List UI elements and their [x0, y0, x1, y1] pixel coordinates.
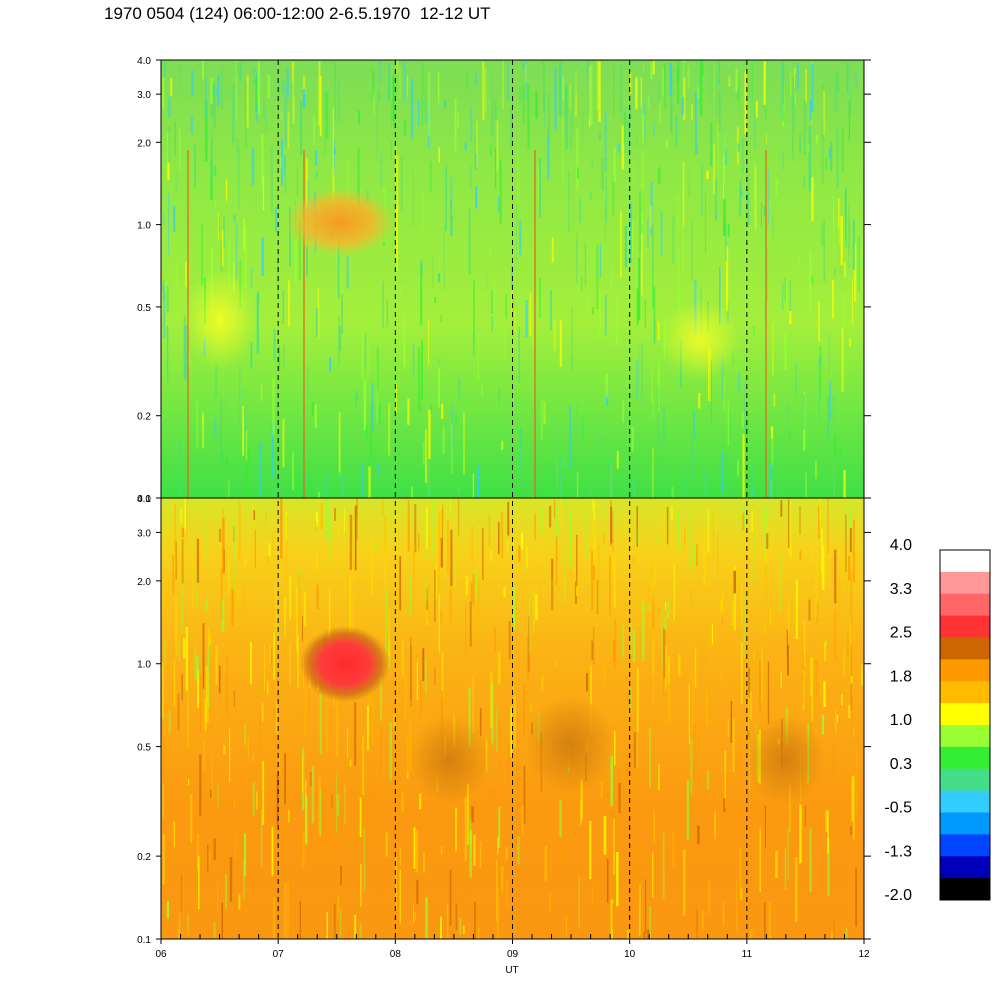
- lower-brown-patch: [745, 715, 825, 805]
- x-tick-label: 08: [390, 949, 402, 960]
- colorbar-label: 3.3: [890, 581, 912, 598]
- colorbar-segment: [940, 768, 990, 792]
- x-tick-label: 09: [507, 949, 519, 960]
- colorbar-label: 4.0: [890, 537, 912, 554]
- colorbar-segment: [940, 637, 990, 660]
- y-tick-label: 2.0: [137, 577, 151, 588]
- lower-panel: [161, 498, 864, 939]
- y-tick-label: 3.0: [137, 90, 151, 101]
- lower-feature-blob: [300, 626, 390, 702]
- colorbar-segment: [940, 746, 990, 770]
- colorbar-segment: [940, 878, 990, 901]
- x-tick-label: 06: [155, 949, 167, 960]
- y-tick-label: 2.0: [137, 138, 151, 149]
- x-tick-label: 12: [858, 949, 870, 960]
- y-tick-label: 3.0: [137, 528, 151, 539]
- colorbar-label: 2.5: [890, 625, 912, 642]
- colorbar-segment: [940, 593, 990, 617]
- colorbar-segment: [940, 856, 990, 879]
- x-tick-label: 07: [273, 949, 285, 960]
- colorbar-segment: [940, 659, 990, 682]
- colorbar-segment: [940, 790, 990, 813]
- colorbar-label: -2.0: [884, 887, 912, 904]
- y-tick-label: 0.1: [137, 494, 151, 505]
- upper-yellow-patch: [185, 270, 255, 370]
- x-axis-group: 06 07 08 09 10 11 12: [155, 934, 870, 960]
- lower-brown-patch: [410, 715, 490, 805]
- colorbar-segment: [940, 681, 990, 704]
- colorbar-label: -1.3: [884, 843, 912, 860]
- y-tick-label: 1.0: [137, 221, 151, 232]
- x-tick-label: 11: [742, 949, 753, 960]
- colorbar-label: 1.0: [890, 712, 912, 729]
- colorbar-segment: [940, 703, 990, 726]
- chart-title: 1970 0504 (124) 06:00-12:00 2-6.5.1970 1…: [104, 4, 491, 23]
- colorbar-segment: [940, 812, 990, 835]
- colorbar: 4.0 3.3 2.5 1.8 1.0 0.3 -0.5 -1.3 -2.0: [884, 537, 991, 904]
- colorbar-segment: [940, 550, 990, 573]
- colorbar-label: -0.5: [884, 800, 912, 817]
- y-axis-group: 0.10.20.51.02.03.04.00.10.20.51.02.03.04…: [137, 56, 871, 946]
- colorbar-segment: [940, 615, 990, 638]
- colorbar-segment: [940, 834, 990, 857]
- x-axis-label: UT: [505, 965, 518, 976]
- y-tick-label: 4.0: [137, 56, 151, 67]
- y-tick-label: 0.1: [137, 935, 151, 946]
- colorbar-label: 1.8: [890, 668, 912, 685]
- upper-yellow-patch: [660, 300, 740, 380]
- hour-line-group: [277, 60, 748, 939]
- colorbar-segment: [940, 571, 990, 595]
- lower-brown-patch: [525, 695, 615, 795]
- upper-feature-blob: [285, 188, 395, 256]
- y-tick-label: 0.2: [137, 412, 151, 423]
- y-tick-label: 0.2: [137, 852, 151, 863]
- upper-panel: [161, 60, 864, 498]
- y-tick-label: 4.0: [137, 494, 151, 505]
- colorbar-segment: [940, 725, 990, 748]
- y-tick-label: 0.5: [137, 743, 151, 754]
- x-tick-label: 10: [624, 949, 636, 960]
- colorbar-label: 0.3: [890, 756, 912, 773]
- y-tick-label: 0.5: [137, 303, 151, 314]
- y-tick-label: 1.0: [137, 660, 151, 671]
